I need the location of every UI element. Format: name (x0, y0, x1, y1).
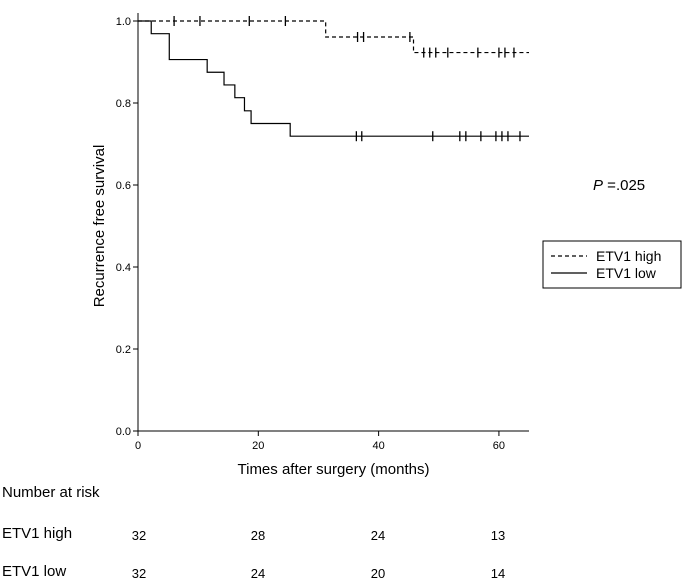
x-tick-label: 0 (135, 440, 141, 452)
y-tick-label: 0.8 (116, 98, 131, 110)
risk-high-t0: 32 (131, 528, 147, 543)
risk-high-t20: 28 (250, 528, 266, 543)
risk-row-label-low: ETV1 low (2, 563, 67, 580)
y-tick-label: 1.0 (116, 16, 131, 28)
x-tick-label: 40 (372, 440, 384, 452)
legend-box (542, 240, 682, 289)
p-value-number: =.025 (603, 177, 645, 194)
risk-low-t20: 24 (250, 566, 266, 581)
legend-label-etv1-high: ETV1 high (596, 248, 661, 264)
legend-label-etv1-low: ETV1 low (596, 265, 657, 281)
series-line-etv1-low (138, 20, 529, 137)
p-value-symbol: P (593, 177, 603, 194)
risk-low-t60: 14 (490, 566, 506, 581)
x-tick-label: 20 (252, 440, 264, 452)
risk-low-t40: 20 (370, 566, 386, 581)
x-tick-label: 60 (493, 440, 505, 452)
x-axis-label: Times after surgery (months) (238, 461, 430, 478)
y-tick-label: 0.2 (116, 344, 131, 356)
risk-high-t60: 13 (490, 528, 506, 543)
y-tick-label: 0.4 (116, 262, 131, 274)
y-tick-label: 0.6 (116, 180, 131, 192)
p-value-text: P =.025 (593, 177, 645, 194)
risk-high-t40: 24 (370, 528, 386, 543)
y-tick-label: 0.0 (116, 426, 131, 438)
y-axis-label: Recurrence free survival (91, 145, 108, 308)
risk-low-t0: 32 (131, 566, 147, 581)
risk-table-title: Number at risk (2, 484, 100, 501)
series-line-etv1-high (138, 20, 529, 54)
risk-row-label-high: ETV1 high (2, 525, 73, 542)
